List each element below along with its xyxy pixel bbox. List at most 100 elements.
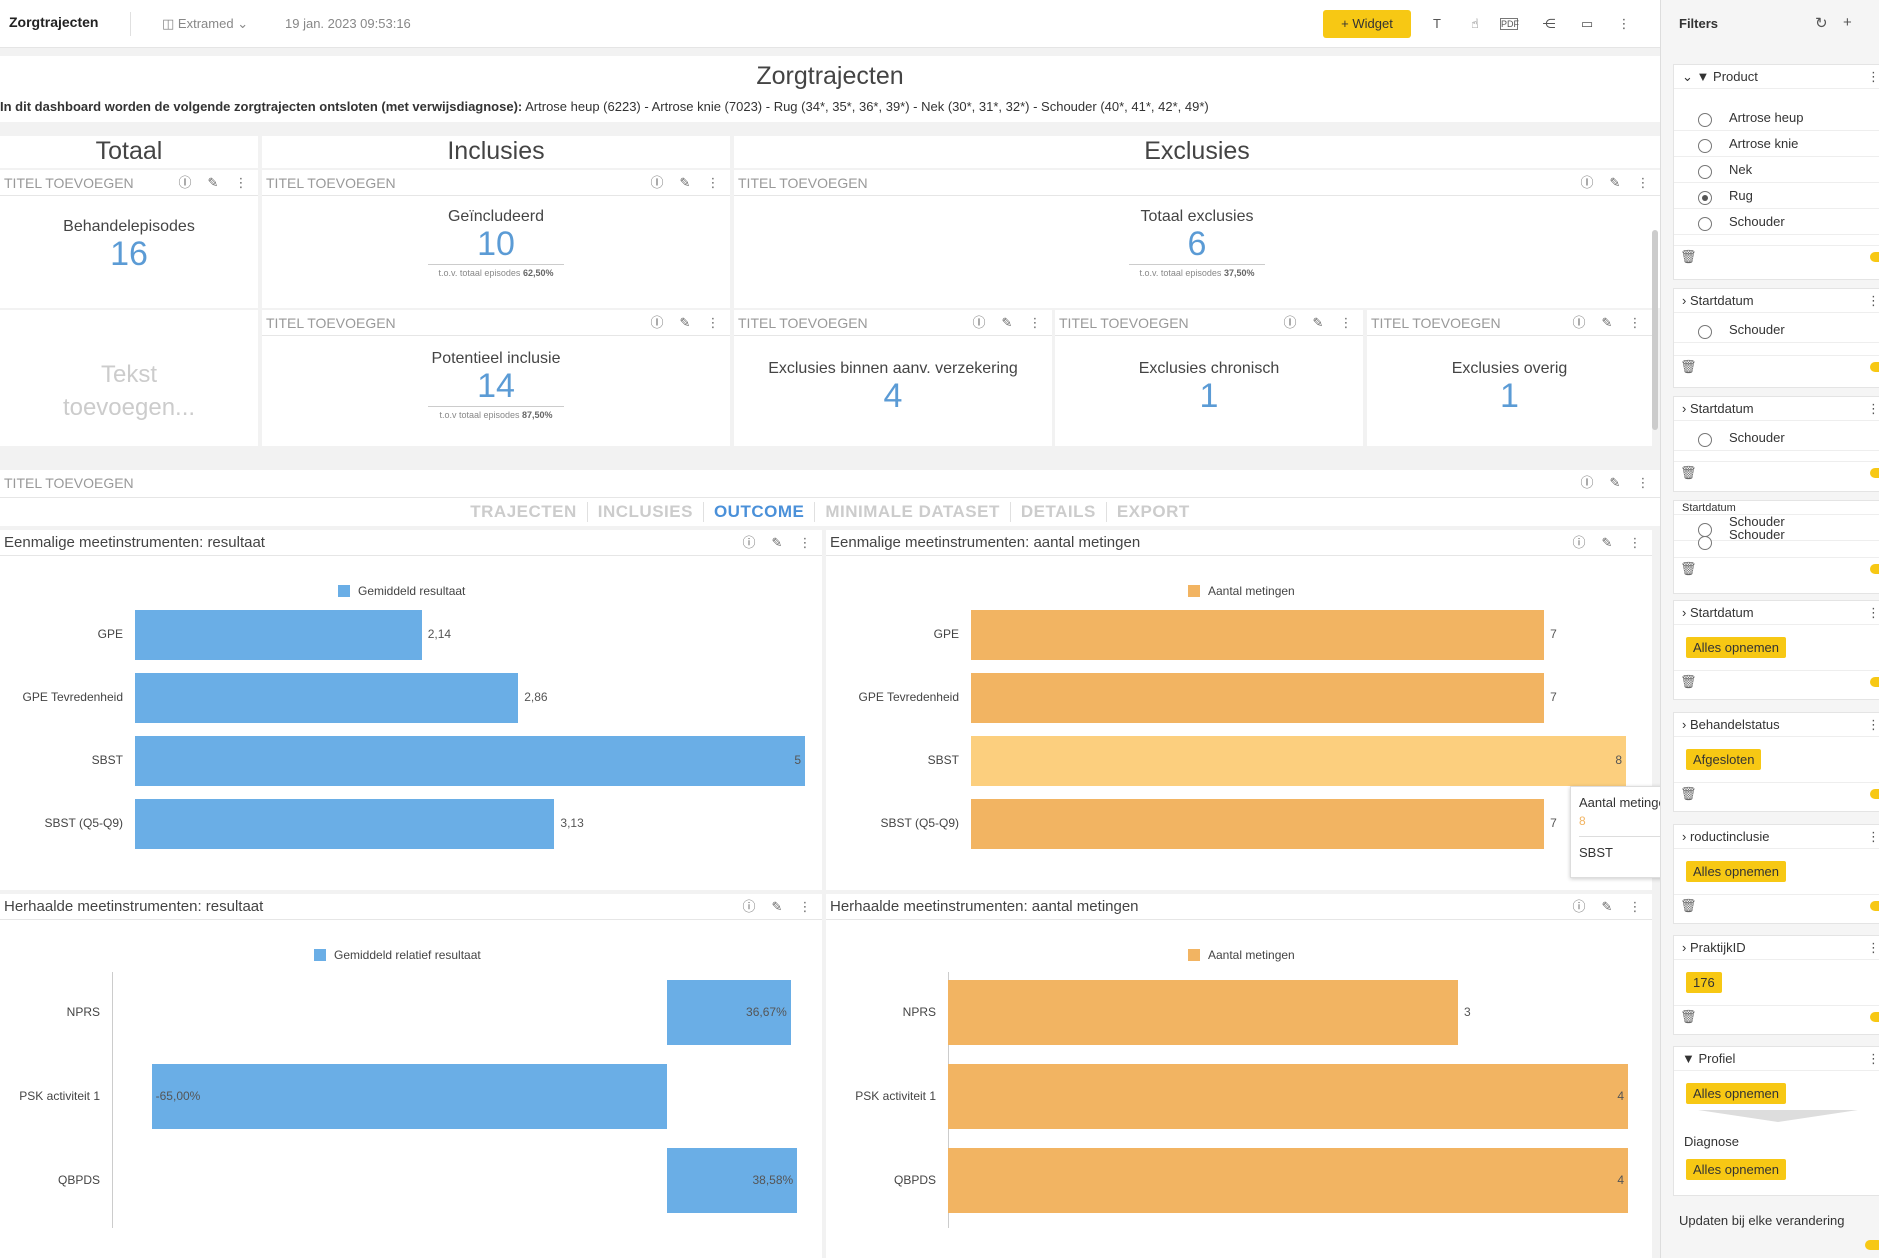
filter-chip[interactable]: Afgesloten [1686,749,1762,770]
filter-chip[interactable]: Alles opnemen [1686,861,1786,882]
trash-icon[interactable]: 🗑 [1674,670,1879,692]
tab-inclusies[interactable]: INCLUSIES [588,502,704,522]
chart-legend[interactable]: Gemiddeld relatief resultaat [314,948,481,962]
option-artrose-knie[interactable]: Artrose knie [1674,131,1879,157]
bar[interactable] [971,610,1545,660]
trash-icon[interactable]: 🗑 [1674,245,1879,267]
widget-title[interactable]: TITEL TOEVOEGEN [738,175,868,191]
info-icon[interactable]: ⓘ [1572,315,1586,330]
more-icon[interactable]: ⋮ [1867,401,1879,416]
toggle-switch[interactable] [1870,564,1879,574]
tab-outcome[interactable]: OUTCOME [704,502,816,522]
option-nek[interactable]: Nek [1674,157,1879,183]
filter-header[interactable]: ▼ Profiel ⋮ [1674,1047,1879,1071]
pencil-icon[interactable]: ✎ [1601,315,1613,330]
bar[interactable] [135,610,422,660]
toggle-switch[interactable] [1870,252,1879,262]
pencil-icon[interactable]: ✎ [207,175,219,190]
bar[interactable] [948,1064,1628,1129]
info-icon[interactable]: ⓘ [742,899,756,914]
info-icon[interactable]: ⓘ [650,175,664,190]
toggle-switch[interactable] [1870,362,1879,372]
pencil-icon[interactable]: ✎ [1601,535,1613,550]
filter-header[interactable]: › Behandelstatus ⋮ [1674,713,1879,737]
info-icon[interactable]: ⓘ [1580,475,1594,490]
bar[interactable] [667,1148,798,1213]
widget-title[interactable]: TITEL TOEVOEGEN [738,315,868,331]
filter-header[interactable]: › Startdatum ⋮ [1674,601,1879,625]
pencil-icon[interactable]: ✎ [1001,315,1013,330]
widget-title[interactable]: TITEL TOEVOEGEN [4,175,134,191]
more-icon[interactable]: ⋮ [1028,315,1042,330]
chart-legend[interactable]: Aantal metingen [1188,948,1295,962]
filter-header[interactable]: › PraktijkID ⋮ [1674,936,1879,960]
info-icon[interactable]: ⓘ [178,175,192,190]
widget-title[interactable]: TITEL TOEVOEGEN [1371,315,1501,331]
hand-icon[interactable]: ☝ [1471,16,1479,31]
bar[interactable] [971,736,1626,786]
filter-header[interactable]: › Startdatum ⋮ [1674,397,1879,421]
scrollbar[interactable] [1652,230,1658,430]
widget-title[interactable]: TITEL TOEVOEGEN [266,175,396,191]
tab-export[interactable]: EXPORT [1116,502,1190,521]
pencil-icon[interactable]: ✎ [1609,475,1621,490]
pencil-icon[interactable]: ✎ [1609,175,1621,190]
more-icon[interactable]: ⋮ [1867,69,1879,84]
more-icon[interactable]: ⋮ [1339,315,1353,330]
refresh-icon[interactable]: ↻ [1815,15,1828,32]
bar[interactable] [971,673,1545,723]
toggle-switch[interactable] [1865,1240,1879,1250]
tab-minimale-dataset[interactable]: MINIMALE DATASET [815,502,1011,522]
datasource-selector[interactable]: ◫ Extramed ⌄ [162,16,248,32]
more-icon[interactable]: ⋮ [1636,175,1650,190]
chart-legend[interactable]: Aantal metingen [1188,584,1295,598]
info-icon[interactable]: ⓘ [1572,535,1586,550]
pencil-icon[interactable]: ✎ [679,175,691,190]
filter-chip[interactable]: Alles opnemen [1686,1083,1786,1104]
option-schouder[interactable]: Schouder [1674,528,1879,550]
pdf-icon[interactable]: PDF [1500,18,1519,30]
pencil-icon[interactable]: ✎ [771,535,783,550]
tab-trajecten[interactable]: TRAJECTEN [460,502,588,522]
pencil-icon[interactable]: ✎ [679,315,691,330]
more-icon[interactable]: ⋮ [1867,293,1879,308]
option-rug[interactable]: Rug [1674,183,1879,209]
more-icon[interactable]: ⋮ [1867,829,1879,844]
info-icon[interactable]: ⓘ [1580,175,1594,190]
monitor-icon[interactable]: ▭ [1580,16,1594,31]
filter-chip[interactable]: Alles opnemen [1686,637,1786,658]
tab-details[interactable]: DETAILS [1011,502,1107,522]
more-icon[interactable]: ⋮ [1628,535,1642,550]
bar[interactable] [667,980,791,1045]
info-icon[interactable]: ⓘ [1572,899,1586,914]
more-icon[interactable]: ⋮ [234,175,248,190]
share-icon[interactable]: ⋲ [1542,16,1556,31]
toggle-switch[interactable] [1870,901,1879,911]
info-icon[interactable]: ⓘ [650,315,664,330]
more-icon[interactable]: ⋮ [1867,717,1879,732]
trash-icon[interactable]: 🗑 [1674,557,1879,579]
filter-header[interactable]: ⌄ ▼ Product ⋮ [1674,65,1879,89]
more-icon[interactable]: ⋮ [798,899,812,914]
pencil-icon[interactable]: ✎ [771,899,783,914]
more-icon[interactable]: ⋮ [1636,475,1650,490]
info-icon[interactable]: ⓘ [742,535,756,550]
trash-icon[interactable]: 🗑 [1674,355,1879,377]
bar[interactable] [948,1148,1628,1213]
widget-title[interactable]: TITEL TOEVOEGEN [1059,315,1189,331]
bar[interactable] [151,1064,667,1129]
more-icon[interactable]: ⋮ [1867,1051,1879,1066]
bar[interactable] [135,736,805,786]
trash-icon[interactable]: 🗑 [1674,782,1879,804]
filter-chip[interactable]: 176 [1686,972,1722,993]
toggle-switch[interactable] [1870,677,1879,687]
trash-icon[interactable]: 🗑 [1674,894,1879,916]
more-icon[interactable]: ⋮ [1867,940,1879,955]
bar[interactable] [948,980,1458,1045]
info-icon[interactable]: ⓘ [1283,315,1297,330]
widget-title[interactable]: TITEL TOEVOEGEN [266,315,396,331]
option-artrose-heup[interactable]: Artrose heup [1674,105,1879,131]
bar[interactable] [971,799,1545,849]
filter-header[interactable]: › roductinclusie ⋮ [1674,825,1879,849]
trash-icon[interactable]: 🗑 [1674,461,1879,483]
